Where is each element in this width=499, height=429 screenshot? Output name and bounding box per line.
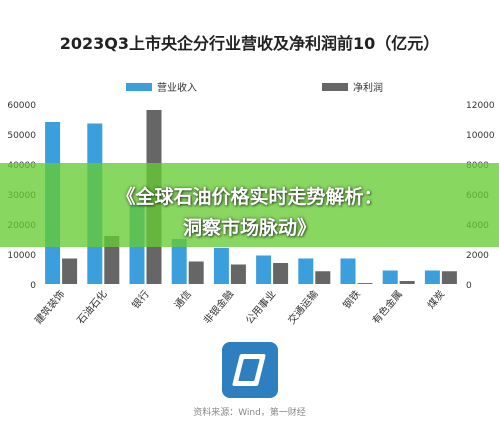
x-tick-label: 交通运输	[285, 288, 321, 327]
legend-swatch-revenue	[126, 83, 152, 91]
x-tick-label: 公用事业	[243, 288, 279, 327]
bar-profit	[62, 258, 78, 284]
chart-title: 2023Q3上市央企分行业营收及净利润前10（亿元）	[59, 34, 440, 53]
y-tick-label-right: 2000	[466, 251, 489, 261]
x-tick-label: 石油石化	[74, 288, 110, 327]
legend-label-profit: 净利润	[353, 81, 383, 94]
y-tick-label-left: 0	[30, 281, 36, 291]
bar-profit	[399, 281, 415, 284]
bar-profit	[104, 236, 120, 284]
bar-profit	[315, 271, 331, 284]
x-tick-label: 煤炭	[424, 288, 447, 312]
bar-revenue	[213, 248, 229, 284]
bar-revenue	[382, 270, 398, 284]
bar-revenue	[256, 255, 272, 284]
bar-revenue	[340, 258, 356, 284]
y-tick-label-left: 50000	[7, 131, 36, 141]
y-tick-label-left: 60000	[7, 101, 36, 111]
x-tick-label: 银行	[129, 288, 152, 312]
bar-profit	[273, 263, 289, 284]
headline-line-2: 洞察市场脉动》	[182, 217, 316, 239]
headline-banner: 《全球石油价格实时走势解析： 洞察市场脉动》	[0, 163, 499, 247]
x-tick-label: 非银金融	[201, 288, 237, 327]
bar-revenue	[424, 270, 440, 284]
x-tick-label: 钢铁	[340, 288, 363, 312]
bar-revenue	[171, 239, 187, 284]
x-tick-label: 有色金属	[369, 288, 405, 327]
headline-line-1: 《全球石油价格实时走势解析：	[116, 186, 383, 208]
y-tick-label-right: 10000	[466, 131, 495, 141]
legend-label-revenue: 营业收入	[157, 81, 197, 94]
data-source-note: 资料来源：Wind，第一财经	[193, 408, 306, 418]
publisher-logo-icon	[222, 342, 278, 398]
y-tick-label-left: 10000	[7, 251, 36, 261]
bar-profit	[230, 264, 246, 284]
bar-profit	[188, 261, 204, 284]
y-tick-label-right: 12000	[466, 101, 495, 111]
x-tick-label: 通信	[172, 288, 194, 311]
y-tick-label-right: 0	[466, 281, 472, 291]
bar-revenue	[298, 258, 314, 284]
bar-profit	[357, 283, 373, 284]
x-tick-label: 建筑装饰	[32, 288, 68, 327]
legend-swatch-profit	[322, 83, 348, 91]
bar-profit	[441, 271, 457, 284]
